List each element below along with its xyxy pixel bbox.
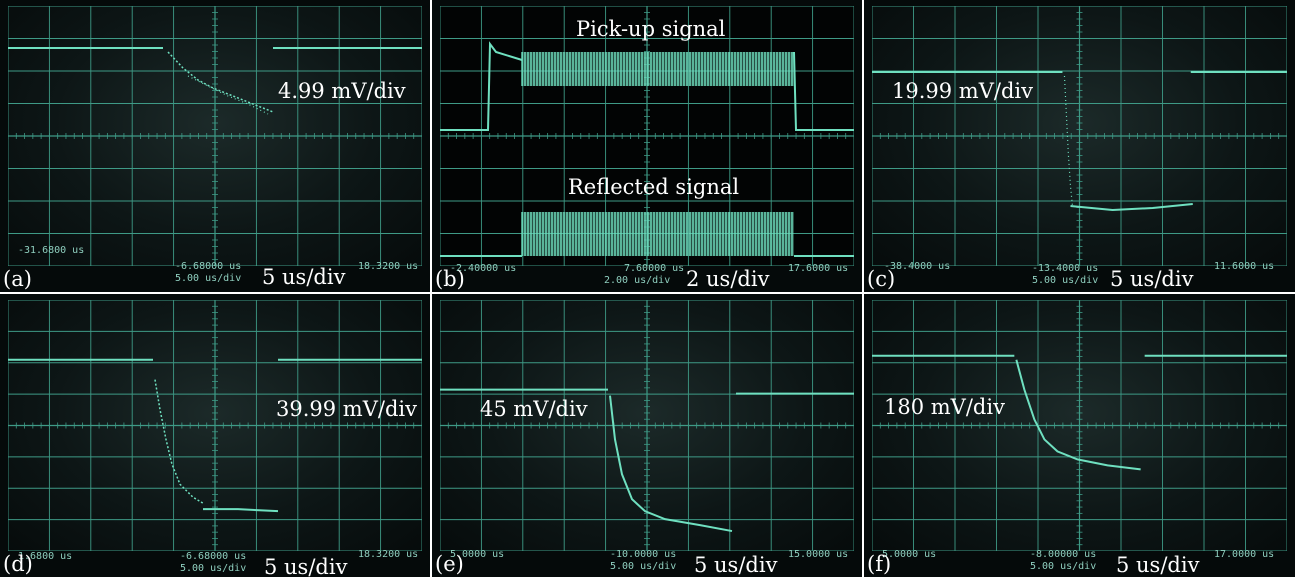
time-scale-label: 5 us/div [694, 553, 778, 577]
graticule [872, 6, 1287, 266]
time-right: 17.6000 us [788, 263, 849, 274]
time-right: 11.6000 us [1214, 261, 1275, 272]
scope-screen [440, 6, 854, 266]
pickup-trace-edges [440, 41, 523, 131]
trace-decay [609, 395, 733, 533]
time-scale-label: 5 us/div [262, 265, 346, 289]
time-div: 5.00 us/div [610, 561, 677, 572]
waveform-trace [8, 47, 422, 115]
time-div: 5.00 us/div [175, 273, 242, 284]
volt-scale-label: 39.99 mV/div [276, 397, 417, 421]
scope-panel-f: 180 mV/div 5.0000 us -8.00000 us 5.00 us… [864, 294, 1295, 577]
time-center: -6.68000 us [175, 261, 242, 272]
trace-bottom [1070, 203, 1193, 212]
scope-screen [872, 6, 1287, 266]
graticule [440, 300, 854, 551]
waveform-trace [8, 358, 422, 513]
trace-falling-edge-2 [187, 75, 269, 115]
scope-panel-e: 45 mV/div 5.0000 us -10.0000 us 5.00 us/… [432, 294, 862, 577]
time-center: -6.68000 us [180, 551, 247, 562]
volt-scale-label: 180 mV/div [884, 395, 1005, 419]
waveform-trace [872, 354, 1287, 471]
pickup-trace-tail [793, 51, 854, 131]
waveform-trace [872, 71, 1287, 212]
time-scale-label: 5 us/div [1116, 553, 1200, 577]
time-left: 5.0000 us [882, 549, 937, 560]
time-center: -13.4000 us [1032, 263, 1099, 274]
scope-panel-b: Pick-up signal Reflected signal -2.40000… [432, 0, 862, 292]
panel-label-b: (b) [435, 267, 465, 291]
time-left: 5.0000 us [450, 549, 505, 560]
volt-scale-label: 4.99 mV/div [278, 79, 406, 103]
time-right: 18.3200 us [358, 261, 419, 272]
time-div: 5.00 us/div [1032, 275, 1099, 286]
time-center: -10.0000 us [610, 549, 677, 560]
time-scale-label: 5 us/div [1110, 267, 1194, 291]
trace-falling-edge [154, 379, 204, 504]
graticule [8, 6, 422, 266]
scope-panel-c: 19.99 mV/div -38.4000 us -13.4000 us 5.0… [864, 0, 1295, 292]
panel-label-f: (f) [867, 552, 892, 576]
time-right: 18.3200 us [358, 549, 419, 560]
graticule [440, 6, 854, 266]
time-left: -38.4000 us [884, 261, 951, 272]
volt-scale-label: 45 mV/div [480, 397, 588, 421]
panel-label-e: (e) [435, 552, 464, 576]
waveform-trace [440, 41, 854, 257]
volt-scale-label: 19.99 mV/div [892, 79, 1033, 103]
waveform-trace [440, 388, 854, 533]
time-div: 5.00 us/div [180, 563, 247, 574]
scope-screen [872, 300, 1287, 551]
bottom-signal-title: Reflected signal [568, 175, 740, 199]
graticule [8, 300, 422, 551]
scope-panel-d: 39.99 mV/div 1.6800 us -6.68000 us 5.00 … [0, 294, 430, 577]
time-center: -8.00000 us [1030, 549, 1097, 560]
time-div: 5.00 us/div [1030, 561, 1097, 572]
panel-label-a: (a) [3, 267, 32, 291]
time-left: 1.6800 us [18, 551, 73, 562]
time-scale-label: 5 us/div [264, 555, 348, 577]
scope-panel-a: 4.99 mV/div -31.6800 us -6.68000 us 5.00… [0, 0, 430, 292]
trace-falling-edge [167, 51, 274, 113]
time-div: 2.00 us/div [604, 275, 671, 286]
time-left: -2.40000 us [450, 263, 517, 274]
scope-screen [8, 6, 422, 266]
time-right: 17.0000 us [1214, 549, 1275, 560]
top-signal-title: Pick-up signal [576, 17, 726, 41]
time-left: -31.6800 us [18, 245, 85, 256]
panel-label-c: (c) [867, 267, 896, 291]
scope-screen [8, 300, 422, 551]
trace-decay [1015, 359, 1141, 471]
time-center: 7.60000 us [624, 263, 685, 274]
scope-screen [440, 300, 854, 551]
panel-label-d: (d) [3, 552, 33, 576]
trace-falling-edge [1063, 75, 1074, 207]
graticule [872, 300, 1287, 551]
time-scale-label: 2 us/div [686, 267, 770, 291]
trace-bottom [203, 508, 279, 513]
time-right: 15.0000 us [788, 549, 849, 560]
